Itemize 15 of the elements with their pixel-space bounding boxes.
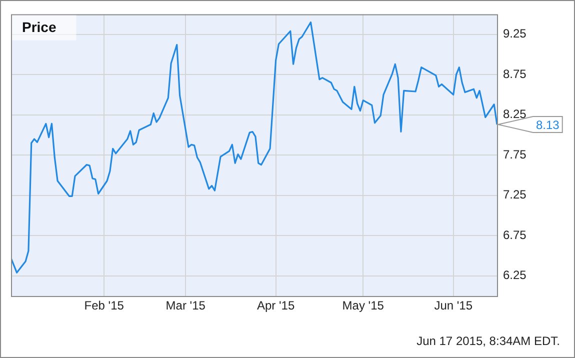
x-tick-label: May '15 [342,298,384,313]
y-tick-label: 6.25 [503,268,527,282]
annotation: 8.13 [536,118,560,132]
y-tick-label: 7.25 [503,188,527,202]
y-tick-label: 8.75 [503,66,527,81]
y-tick-label: 6.75 [503,228,527,242]
x-tick-label: Jun '15 [434,298,473,313]
x-tick-label: Feb '15 [84,298,124,313]
y-tick-label: 7.75 [503,147,527,162]
y-tick-label: 9.25 [503,26,527,41]
y-tick-label: 8.25 [503,107,527,122]
text: Jun 17 2015, 8:34AM EDT. [416,334,560,348]
chart-title: Price [22,19,56,36]
x-tick-label: Apr '15 [257,298,295,313]
x-tick-label: Mar '15 [166,298,206,313]
